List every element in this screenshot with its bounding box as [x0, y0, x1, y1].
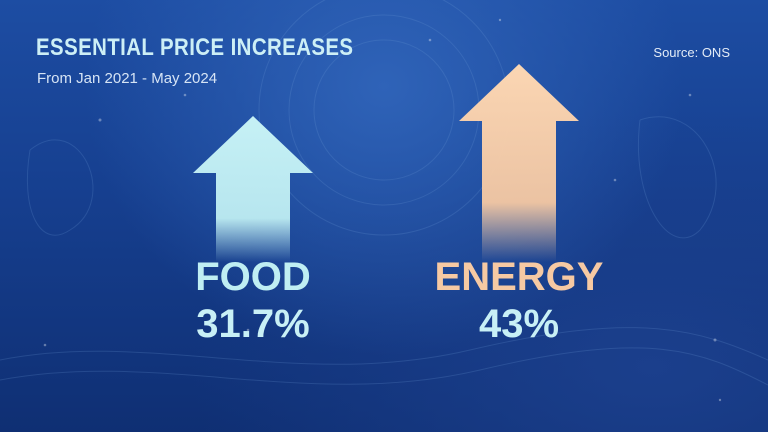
category-label-food: FOOD: [195, 255, 311, 299]
source-note: Source: ONS: [653, 45, 730, 60]
chart-subtitle: From Jan 2021 - May 2024: [37, 70, 218, 87]
value-label-energy: 43%: [479, 302, 559, 346]
chart-title: ESSENTIAL PRICE INCREASES: [36, 34, 354, 61]
arrow-bar-food: [193, 116, 313, 262]
category-label-energy: ENERGY: [435, 255, 604, 299]
arrow-bar-energy: [459, 64, 579, 262]
value-label-food: 31.7%: [196, 302, 309, 346]
